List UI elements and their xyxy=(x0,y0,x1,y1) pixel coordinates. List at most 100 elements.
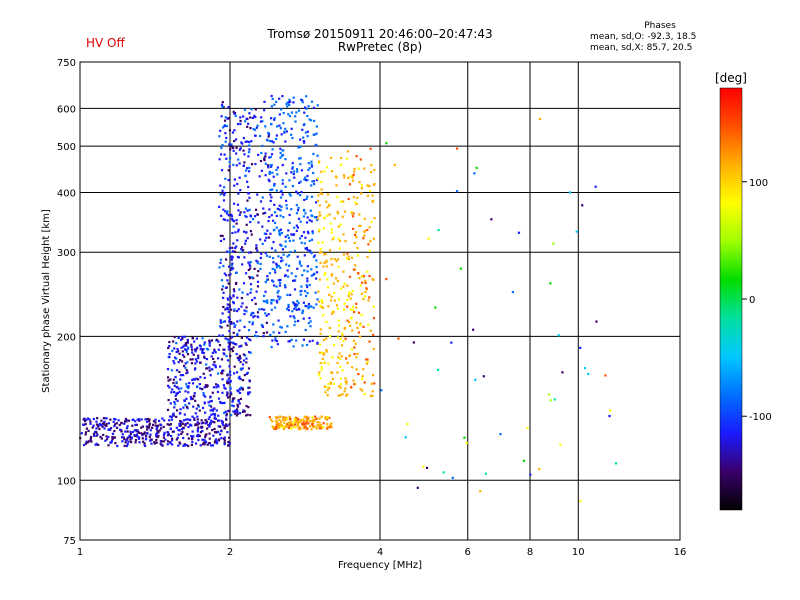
scatter-point xyxy=(274,339,277,342)
scatter-point xyxy=(245,117,248,120)
scatter-point xyxy=(169,442,172,445)
scatter-point xyxy=(247,155,250,158)
scatter-point xyxy=(202,372,205,375)
scatter-point xyxy=(287,305,290,309)
scatter-point xyxy=(208,339,211,342)
scatter-point xyxy=(208,415,211,418)
scatter-point xyxy=(346,284,349,287)
scatter-point xyxy=(166,423,169,426)
scatter-point xyxy=(351,308,355,312)
scatter-point xyxy=(280,232,284,235)
scatter-point xyxy=(239,122,242,126)
scatter-point xyxy=(270,196,273,199)
scatter-point xyxy=(260,116,263,119)
scatter-point xyxy=(371,390,374,393)
scatter-point xyxy=(330,156,333,159)
scatter-point xyxy=(289,422,292,425)
scatter-point xyxy=(175,381,178,384)
scatter-point xyxy=(328,213,331,216)
scatter-point xyxy=(346,361,349,365)
x-tick-label: 4 xyxy=(377,547,383,558)
scatter-point xyxy=(184,342,188,345)
y-tick-label: 600 xyxy=(57,104,76,115)
scatter-point xyxy=(235,352,238,356)
scatter-point xyxy=(295,212,299,215)
scatter-point xyxy=(226,431,229,434)
scatter-point xyxy=(305,284,308,287)
scatter-point xyxy=(219,321,222,324)
scatter-point xyxy=(365,362,368,365)
scatter-point xyxy=(273,211,277,214)
scatter-point xyxy=(219,261,222,264)
scatter-point xyxy=(236,122,240,126)
scatter-point xyxy=(124,417,128,421)
chart-subtitle: RwPretec (8p) xyxy=(337,40,423,54)
scatter-point xyxy=(326,206,329,209)
scatter-point xyxy=(166,376,170,379)
scatter-point xyxy=(285,416,288,419)
scatter-point xyxy=(356,254,360,257)
scatter-point xyxy=(300,285,303,288)
scatter-point xyxy=(105,422,108,426)
scatter-point xyxy=(312,152,315,156)
scatter-point xyxy=(86,441,89,444)
scatter-point xyxy=(373,217,376,220)
scatter-point xyxy=(337,319,340,322)
scatter-point xyxy=(82,443,86,447)
scatter-point xyxy=(517,231,521,234)
scatter-point xyxy=(314,291,317,294)
scatter-point xyxy=(89,437,92,440)
scatter-point xyxy=(211,351,214,354)
scatter-point xyxy=(336,371,339,374)
scatter-point xyxy=(286,269,289,272)
scatter-point xyxy=(434,306,437,309)
scatter-point xyxy=(210,444,213,447)
scatter-point xyxy=(237,228,240,231)
scatter-point xyxy=(247,338,251,341)
scatter-point xyxy=(242,136,245,140)
scatter-point xyxy=(356,326,359,330)
scatter-point xyxy=(197,405,201,408)
scatter-point xyxy=(212,386,216,389)
scatter-point xyxy=(318,228,321,231)
scatter-point xyxy=(328,386,331,389)
scatter-point xyxy=(168,423,171,427)
scatter-point xyxy=(278,423,282,426)
scatter-point xyxy=(265,278,269,281)
scatter-point xyxy=(363,392,366,396)
scatter-point xyxy=(365,287,368,290)
scatter-point xyxy=(284,127,287,130)
scatter-point xyxy=(255,331,258,334)
scatter-point xyxy=(228,329,231,333)
scatter-point xyxy=(316,217,320,220)
scatter-point xyxy=(276,207,279,210)
scatter-point xyxy=(310,195,314,198)
scatter-point xyxy=(302,208,305,212)
scatter-point xyxy=(202,441,205,444)
scatter-point xyxy=(315,143,318,146)
scatter-point xyxy=(193,418,196,421)
scatter-point xyxy=(360,313,363,317)
scatter-point xyxy=(326,278,329,281)
scatter-point xyxy=(261,144,264,148)
scatter-point xyxy=(290,427,293,430)
scatter-point xyxy=(197,438,200,442)
scatter-point xyxy=(222,291,225,294)
scatter-point xyxy=(226,212,229,215)
scatter-point xyxy=(273,268,277,271)
scatter-point xyxy=(302,418,305,421)
scatter-point xyxy=(252,277,255,280)
scatter-point xyxy=(326,416,329,419)
scatter-point xyxy=(336,195,339,199)
scatter-point xyxy=(293,423,297,426)
scatter-point xyxy=(93,431,97,434)
scatter-point xyxy=(233,140,236,143)
scatter-point xyxy=(271,279,274,282)
scatter-point xyxy=(273,284,276,287)
scatter-point xyxy=(335,304,339,307)
scatter-point xyxy=(270,94,273,98)
scatter-point xyxy=(200,422,203,425)
scatter-point xyxy=(311,230,314,233)
scatter-point xyxy=(290,272,293,275)
scatter-point xyxy=(305,107,308,110)
